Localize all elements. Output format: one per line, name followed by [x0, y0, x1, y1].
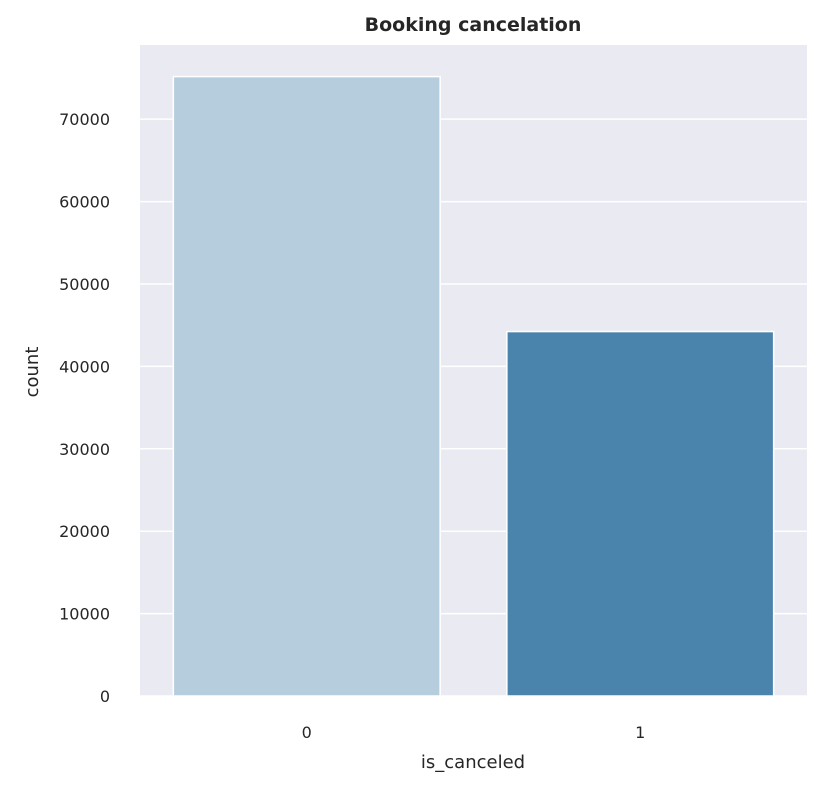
y-axis-label: count	[22, 347, 43, 398]
y-tick-label: 40000	[59, 357, 110, 376]
x-tick-label-1: 1	[635, 723, 645, 742]
bars	[172, 75, 775, 697]
y-tick-label: 70000	[59, 110, 110, 129]
y-axis-ticks: 0 10000 20000 30000 40000 50000 60000 70000	[59, 110, 110, 706]
y-tick-label: 20000	[59, 522, 110, 541]
y-tick-label: 60000	[59, 193, 110, 212]
y-tick-label: 10000	[59, 605, 110, 624]
bar-1	[506, 330, 775, 697]
x-tick-label-0: 0	[302, 723, 312, 742]
y-tick-label: 0	[100, 687, 110, 706]
x-axis-label: is_canceled	[421, 752, 525, 773]
y-tick-label: 50000	[59, 275, 110, 294]
chart-title: Booking cancelation	[365, 14, 582, 36]
y-tick-label: 30000	[59, 440, 110, 459]
bar-0	[172, 75, 441, 697]
